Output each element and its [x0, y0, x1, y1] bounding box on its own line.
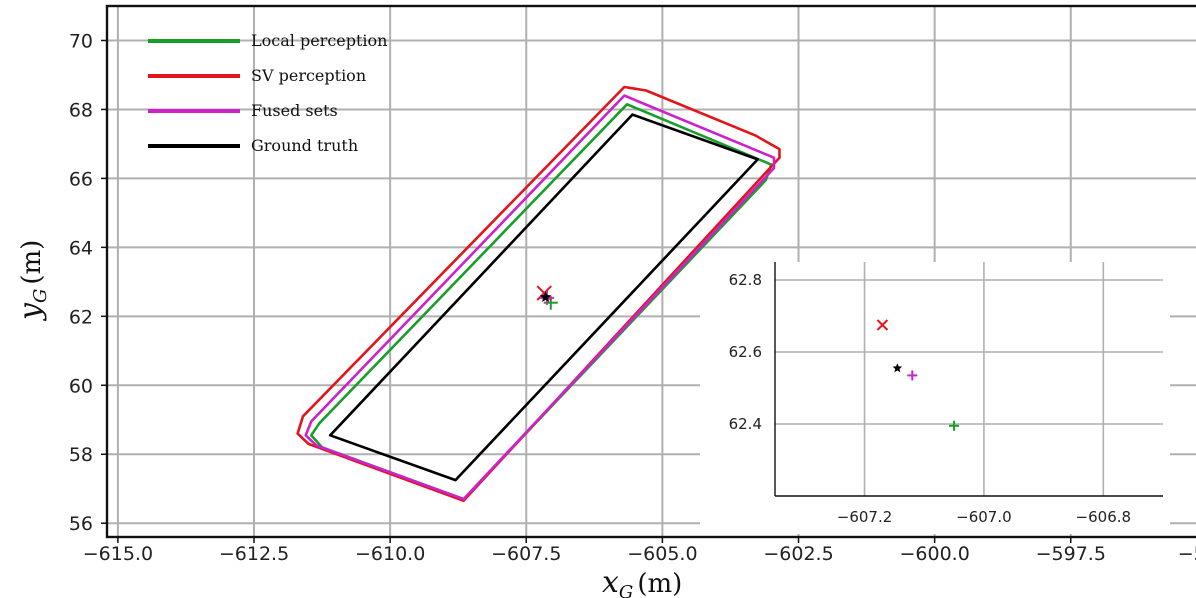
x-tick-label: −605.0	[627, 543, 697, 565]
legend-label: Ground truth	[251, 136, 358, 155]
y-tick-label: 70	[69, 30, 93, 52]
y-axis-title: yG (m)	[13, 240, 51, 322]
inset-x-tick-label: −607.2	[837, 508, 893, 526]
y-tick-label: 66	[69, 168, 93, 190]
inset-x-tick-label: −607.0	[956, 508, 1012, 526]
inset-point-ground-truth	[892, 363, 903, 373]
x-tick-label: −615.0	[83, 543, 153, 565]
x-axis-subscript: G	[619, 582, 633, 598]
x-tick-label: −602.5	[763, 543, 833, 565]
y-axis-symbol: y	[13, 302, 48, 322]
legend-label: Fused sets	[251, 101, 338, 120]
legend-item-local-perception: Local perception	[148, 31, 387, 50]
y-tick-label: 62	[69, 306, 93, 328]
x-tick-label: −595.	[1178, 543, 1196, 565]
x-axis-title: xG (m)	[602, 565, 682, 598]
legend-label: Local perception	[251, 31, 387, 50]
main-tick-labels: −615.0 −612.5 −610.0 −607.5 −605.0 −602.5 −600…	[69, 30, 1196, 565]
inset-y-tick-label: 62.4	[729, 415, 762, 433]
inset-background	[700, 262, 1170, 534]
legend-item-sv-perception: SV perception	[148, 66, 366, 85]
y-axis-subscript: G	[30, 289, 51, 303]
y-axis-unit: (m)	[17, 240, 47, 285]
inset-point-local-perception	[949, 420, 960, 431]
legend-label: SV perception	[251, 66, 366, 85]
y-tick-label: 58	[69, 444, 93, 466]
x-tick-label: −597.5	[1036, 543, 1106, 565]
center-marker-ground-truth	[539, 291, 552, 303]
inset-zoom-plot: −607.2 −607.0 −606.8 62.4 62.6 62.8	[700, 262, 1170, 534]
inset-y-tick-label: 62.6	[729, 343, 762, 361]
x-tick-label: −607.5	[491, 543, 561, 565]
inset-y-tick-label: 62.8	[729, 271, 762, 289]
legend-item-fused-sets: Fused sets	[148, 101, 338, 120]
x-tick-label: −612.5	[219, 543, 289, 565]
series-outline-fused-sets	[304, 94, 776, 501]
plot-border	[105, 4, 1196, 539]
inset-point-sv-perception	[876, 319, 889, 331]
y-tick-label: 68	[69, 99, 93, 121]
x-axis-unit: (m)	[637, 569, 682, 598]
x-tick-label: −610.0	[355, 543, 425, 565]
y-tick-label: 64	[69, 237, 93, 259]
legend: Local perception SV perception Fused sets G…	[148, 31, 387, 155]
y-tick-label: 60	[69, 375, 93, 397]
x-tick-label: −600.0	[899, 543, 969, 565]
x-axis-symbol: x	[602, 565, 619, 598]
y-tick-label: 56	[69, 513, 93, 535]
legend-item-ground-truth: Ground truth	[148, 136, 358, 155]
series-outline-ground-truth	[328, 113, 760, 482]
main-series-layer	[296, 85, 781, 503]
inset-point-fused-sets	[907, 370, 918, 381]
main-axes-frame	[105, 4, 1196, 539]
inset-x-tick-label: −606.8	[1076, 508, 1132, 526]
